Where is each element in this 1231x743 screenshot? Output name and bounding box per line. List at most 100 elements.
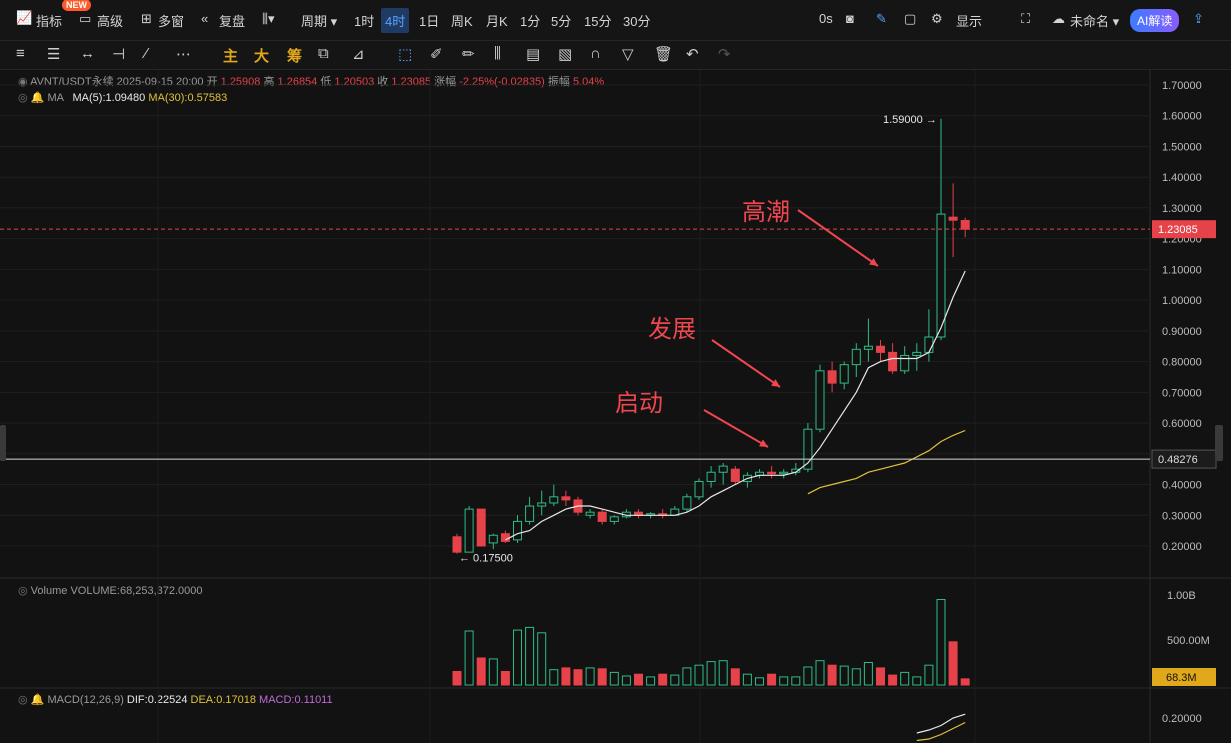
volume-bar — [609, 671, 619, 686]
edit-icon[interactable]: ✏ — [462, 46, 475, 63]
clipboard-icon[interactable]: ▤ — [526, 46, 541, 63]
candle-body — [682, 496, 692, 510]
interval-1h[interactable]: 1时 — [354, 14, 375, 29]
volume-bar — [525, 626, 535, 686]
magnet-icon[interactable]: ∩ — [590, 45, 601, 62]
candle-body — [912, 351, 922, 356]
volume-bar — [500, 671, 510, 686]
volume-tick-label: 1.00B — [1167, 590, 1196, 602]
filter-icon[interactable]: ▽ — [622, 46, 634, 63]
candle-body — [464, 508, 474, 553]
interval-4h[interactable]: 4时 — [381, 8, 410, 33]
display-button[interactable]: 显示 — [956, 14, 983, 29]
interval-month[interactable]: 月K — [486, 14, 508, 29]
volume-bar — [791, 676, 801, 686]
menu-lines-icon[interactable]: ≡ — [16, 45, 25, 62]
horizontal-line-icon[interactable]: ⊣ — [112, 46, 126, 63]
price-tick-label: 1.50000 — [1162, 141, 1202, 153]
delete-icon[interactable]: 🗑 — [654, 46, 674, 63]
candle-body — [561, 496, 571, 501]
volume-bar — [767, 673, 777, 686]
candle-body — [803, 428, 813, 470]
interval-5m[interactable]: 5分 — [551, 14, 572, 29]
list-icon[interactable]: ☰ — [47, 46, 61, 63]
undo-icon[interactable]: ↶ — [686, 46, 699, 63]
ma5-line — [505, 270, 966, 541]
settings-icon[interactable]: ⚙ — [931, 11, 943, 26]
volume-bar — [621, 675, 631, 686]
comment-icon[interactable]: ▢ — [904, 11, 917, 26]
ma30-value: MA(30):0.57583 — [148, 92, 228, 104]
macd-legend: ◎ 🔔 MACD(12,26,9) DIF:0.22524 DEA:0.1701… — [18, 693, 333, 706]
volume-bar — [839, 665, 849, 686]
period-dropdown[interactable]: 周期 ▾ — [301, 14, 338, 29]
candle-body — [718, 465, 728, 473]
multi-window-button[interactable]: 多窗 — [158, 14, 185, 29]
more-tools-icon[interactable]: ⋯ — [176, 46, 191, 63]
current-price-tag — [1152, 220, 1216, 239]
camera-icon[interactable]: ◙ — [846, 11, 854, 26]
close-label: 收 — [377, 76, 389, 88]
volume-bar — [924, 664, 934, 686]
visibility-icon[interactable]: ◉ — [18, 76, 28, 88]
candles-icon[interactable]: ⫼ — [494, 45, 501, 62]
replay-button[interactable]: 复盘 — [219, 14, 246, 29]
volume-bar — [755, 677, 764, 686]
cursor-icon[interactable]: ⬚ — [398, 46, 413, 63]
candle-body — [948, 216, 958, 221]
volume-bar — [803, 666, 813, 686]
candle-body — [827, 370, 837, 384]
candle-body — [585, 511, 595, 516]
volume-tick-label: 500.00M — [1167, 635, 1210, 647]
candle-body — [851, 348, 861, 366]
candle-body — [767, 471, 777, 475]
share-icon[interactable]: ⇪ — [1193, 11, 1204, 26]
redo-icon[interactable]: ↷ — [718, 46, 731, 63]
horizontal-line-text: 0.48276 — [1158, 454, 1198, 466]
ai-interpret-button[interactable]: AI解读 — [1130, 9, 1180, 32]
volume-bar — [742, 673, 752, 686]
volume-toggle-icon[interactable]: ◎ — [18, 585, 28, 597]
big-order-button[interactable]: 大 — [254, 48, 270, 65]
macd-alert-icon[interactable]: 🔔 — [30, 694, 45, 706]
fullscreen-icon[interactable]: ⛶ — [1021, 11, 1031, 26]
pen-icon[interactable]: ✎ — [876, 11, 887, 26]
ma-toggle-icon[interactable]: ◎ — [18, 92, 28, 104]
volume-bar — [730, 668, 740, 686]
brush-icon[interactable]: ✐ — [430, 46, 443, 63]
volume-bar — [585, 667, 595, 686]
horizontal-ray-icon[interactable]: ↔ — [80, 45, 95, 62]
volume-bar — [670, 674, 680, 686]
annotation-label: 发展 — [648, 315, 696, 343]
note-icon[interactable]: ▧ — [558, 46, 573, 63]
volume-bar — [779, 676, 789, 686]
indicators-button[interactable]: 指标 — [36, 14, 63, 29]
interval-1m[interactable]: 1分 — [520, 14, 541, 29]
alert-icon[interactable]: 🔔 — [30, 92, 45, 104]
trend-line-icon[interactable]: ⁄ — [145, 45, 148, 62]
main-force-button[interactable]: 主 — [223, 48, 239, 65]
annotation-arrow-line — [711, 339, 781, 388]
chips-button[interactable]: 筹 — [287, 48, 303, 65]
interval-week[interactable]: 周K — [451, 14, 473, 29]
dea-value: DEA:0.17018 — [190, 694, 256, 706]
chart-area[interactable]: 1.700001.600001.500001.400001.300001.200… — [0, 70, 1231, 743]
interval-15m[interactable]: 15分 — [584, 14, 612, 29]
low-label: 低 — [320, 76, 332, 88]
measure-icon[interactable]: ⊿ — [352, 46, 365, 63]
volume-bar — [549, 669, 559, 686]
candle-body — [960, 220, 970, 230]
volume-bar — [488, 658, 498, 686]
pattern-icon[interactable]: ⧉ — [318, 45, 329, 62]
right-scroll-handle — [1215, 425, 1223, 461]
volume-bar — [682, 667, 692, 686]
dif-line — [916, 713, 966, 734]
advanced-button[interactable]: 高级 — [97, 14, 124, 29]
period-label: 周期 — [301, 14, 328, 29]
layout-name-dropdown[interactable]: 未命名 ▾ — [1070, 14, 1120, 29]
volume-bar — [537, 632, 547, 686]
interval-1d[interactable]: 1日 — [419, 14, 440, 29]
interval-30m[interactable]: 30分 — [623, 14, 651, 29]
chart-type-icon[interactable]: ⫼▾ — [262, 11, 275, 26]
macd-toggle-icon[interactable]: ◎ — [18, 694, 28, 706]
